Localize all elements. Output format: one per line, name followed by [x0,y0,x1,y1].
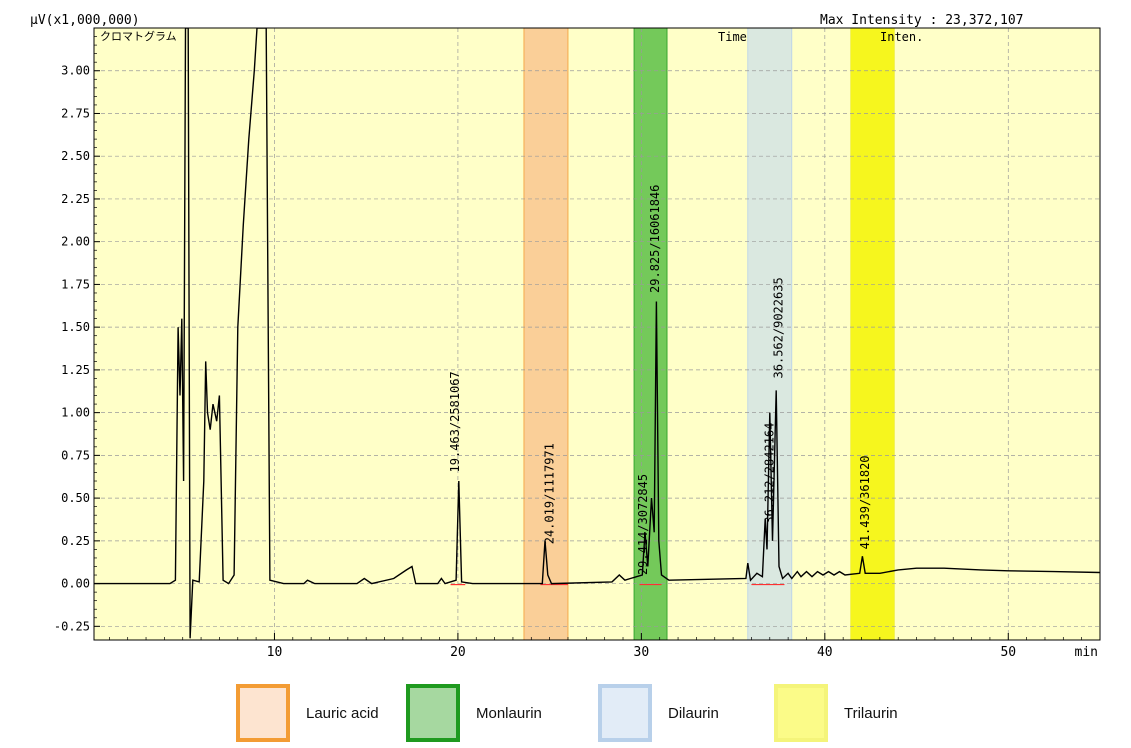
y-tick-label-1: 0.00 [61,577,90,591]
legend-label-trilaurin: Trilaurin [844,704,898,722]
chromatogram-chart: -0.25 0.00 0.25 0.50 0.75 1.00 1.25 1.50 1.75 2.0… [30,13,1101,660]
plot-area [94,28,1100,640]
y-tick-label-2: 0.25 [61,534,90,548]
legend-label-dilaurin: Dilaurin [668,704,719,722]
header-max-intensity: Max Intensity : 23,372,107 [820,13,1024,28]
y-tick-label-13: 3.00 [61,64,90,78]
x-tick-label-1: 20 [450,645,466,660]
plot-border [93,27,1101,641]
chromatogram-trace-0 [94,28,1100,639]
y-tick-label-8: 1.75 [61,277,90,291]
band-lauric-acid [523,27,569,641]
peak-label-3: 29.825/16061846 [648,185,662,293]
legend-label-monlaurin: Monlaurin [476,704,542,722]
legend-swatch-dilaurin [598,684,652,742]
legend-swatch-lauric-acid [236,684,290,742]
column-header-inten: Inten. [880,30,923,44]
x-axis-label: min [1075,645,1098,660]
y-tick-label-3: 0.50 [61,491,90,505]
legend-item-dilaurin: Dilaurin [598,682,719,744]
header-left-unit: μV(x1,000,000) [30,13,140,28]
peak-label-6: 41.439/361820 [858,455,872,549]
legend-swatch-monlaurin [406,684,460,742]
y-tick-label-4: 0.75 [61,448,90,462]
x-tick-label-2: 30 [634,645,650,660]
peak-label-0: 19.463/2581067 [448,371,462,472]
peak-label-4: 36.212/2842164 [762,423,776,524]
column-header-time: Time [718,30,747,44]
legend: Lauric acid Monlaurin Dilaurin Trilaurin [0,682,1131,748]
peak-label-2: 29.414/3072845 [636,474,650,575]
legend-swatch-trilaurin [774,684,828,742]
y-tick-label-6: 1.25 [61,363,90,377]
band-trilaurin [850,27,895,641]
x-tick-label-3: 40 [817,645,833,660]
y-tick-label-5: 1.00 [61,406,90,420]
y-tick-label-12: 2.75 [61,106,90,120]
legend-item-monlaurin: Monlaurin [406,682,542,744]
x-tick-label-4: 50 [1000,645,1016,660]
x-tick-label-0: 10 [267,645,283,660]
peak-label-5: 36.562/9022635 [772,277,786,378]
y-tick-label-7: 1.50 [61,320,90,334]
legend-label-lauric-acid: Lauric acid [306,704,379,722]
y-tick-label-11: 2.50 [61,149,90,163]
panel-label: クロマトグラム [100,29,177,43]
y-tick-label-10: 2.25 [61,192,90,206]
peak-label-1: 24.019/1117971 [542,443,556,544]
y-tick-label-0: -0.25 [54,619,90,633]
band-dilaurin [747,27,793,641]
y-tick-label-9: 2.00 [61,235,90,249]
legend-item-trilaurin: Trilaurin [774,682,898,744]
legend-item-lauric-acid: Lauric acid [236,682,379,744]
